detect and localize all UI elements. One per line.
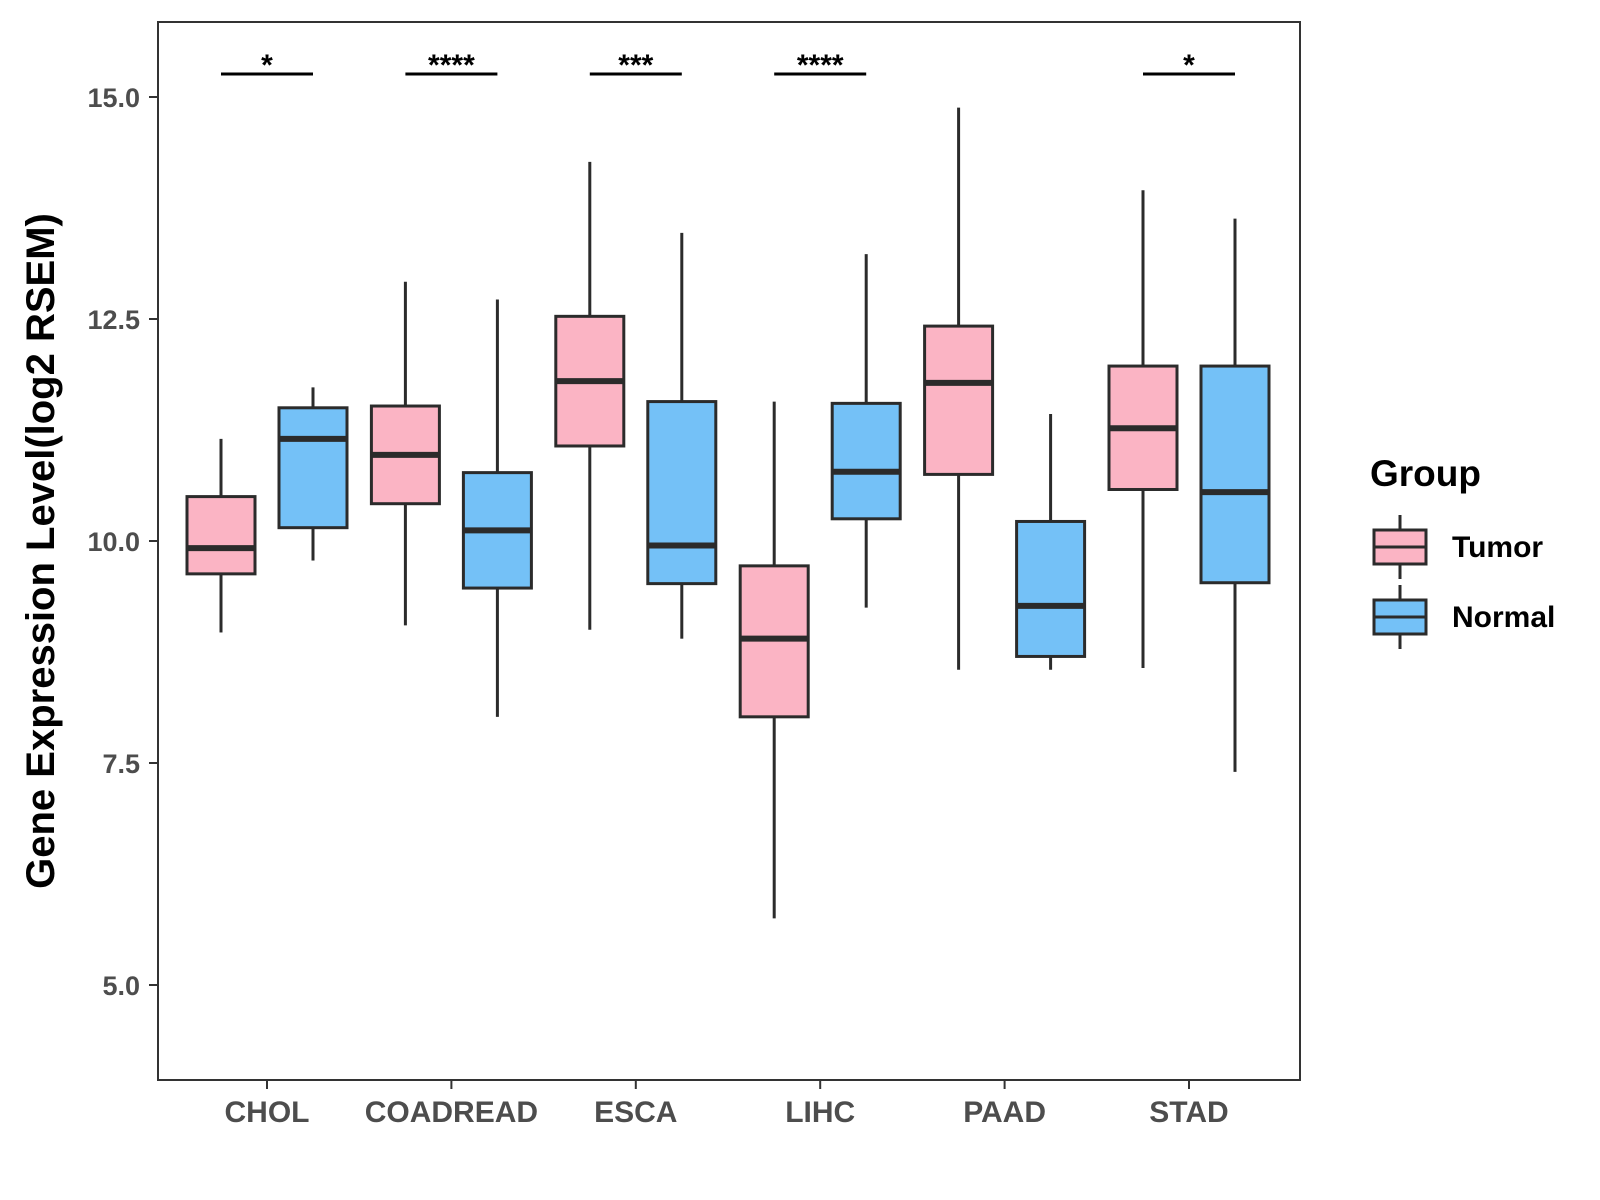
- x-axis: CHOL COADREAD ESCA LIHC PAAD STAD: [225, 1080, 1229, 1129]
- box-normal: [1199, 364, 1271, 585]
- plot-panel: [157, 21, 1301, 1081]
- y-tick-label: 7.5: [102, 749, 140, 779]
- box-normal: [1015, 519, 1087, 658]
- y-tick-label: 10.0: [87, 527, 140, 557]
- x-tick-label: PAAD: [963, 1096, 1046, 1129]
- box-normal: [646, 400, 718, 586]
- box-series: [185, 107, 1271, 919]
- box-tumor: [185, 495, 257, 576]
- box-normal: [277, 406, 349, 530]
- y-tick-label: 12.5: [87, 305, 140, 335]
- x-tick-label: ESCA: [594, 1096, 677, 1129]
- series-tumor: [185, 107, 1179, 919]
- y-tick-label: 15.0: [87, 83, 140, 113]
- significance-markers: * **** *** **** *: [221, 49, 1235, 82]
- series-normal: [277, 218, 1271, 772]
- box-tumor: [923, 324, 995, 476]
- x-tick-label: STAD: [1149, 1096, 1228, 1129]
- legend-title: Group: [1370, 453, 1481, 494]
- legend-label: Normal: [1452, 601, 1555, 634]
- significance-label: ***: [618, 49, 653, 82]
- x-tick-label: COADREAD: [365, 1096, 538, 1129]
- y-axis: 5.0 7.5 10.0 12.5 15.0: [87, 83, 158, 1001]
- box-normal: [830, 401, 902, 521]
- legend: Group Tumor Normal: [1370, 453, 1555, 649]
- significance-label: ****: [428, 49, 475, 82]
- y-tick-label: 5.0: [102, 971, 140, 1001]
- y-axis-title: Gene Expression Level(log2 RSEM): [19, 213, 63, 889]
- legend-label: Tumor: [1452, 531, 1543, 564]
- significance-label: ****: [797, 49, 844, 82]
- x-tick-label: LIHC: [785, 1096, 855, 1129]
- x-tick-label: CHOL: [225, 1096, 310, 1129]
- significance-label: *: [1183, 49, 1195, 82]
- significance-label: *: [261, 49, 273, 82]
